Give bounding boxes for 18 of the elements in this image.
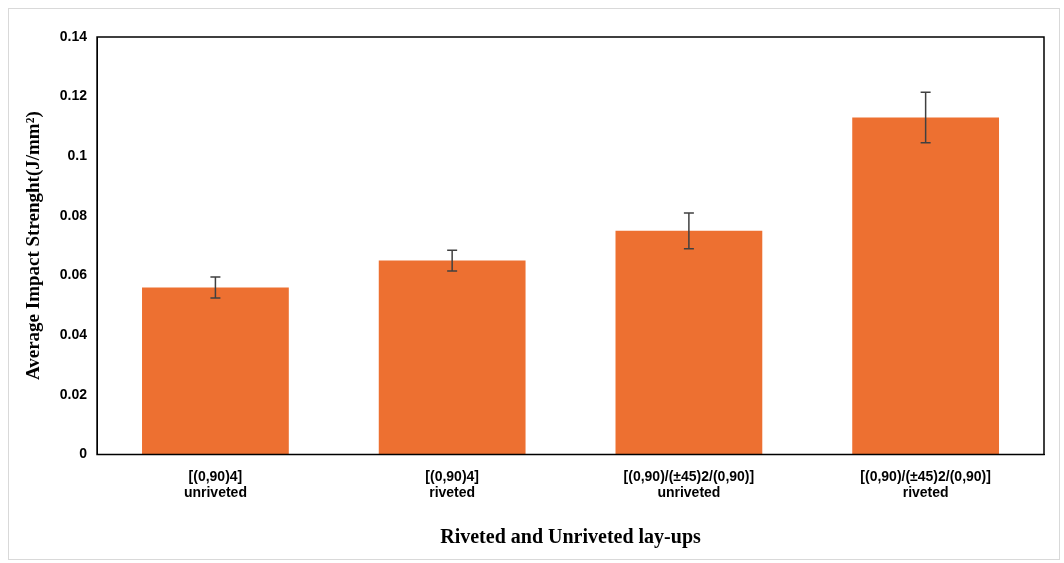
x-tick-label: [(0,90)/(±45)2/(0,90)] unriveted — [623, 467, 755, 501]
x-axis-title: Riveted and Unriveted lay-ups — [440, 525, 702, 549]
y-axis-title: Average Impact Strenght(J/mm²) — [22, 111, 45, 381]
y-tick-label: 0.04 — [59, 326, 88, 342]
bar — [142, 287, 289, 455]
y-tick-label: 0.02 — [59, 385, 88, 402]
y-tick-label: 0.08 — [59, 206, 88, 223]
y-tick-label: 0.14 — [59, 27, 88, 44]
y-tick-label: 0.1 — [67, 147, 88, 164]
bar — [378, 260, 526, 455]
y-tick-label: 0 — [79, 445, 88, 462]
bar — [852, 117, 1000, 455]
bar — [615, 230, 763, 455]
x-tick-label: [(0,90)4] riveted — [425, 467, 479, 501]
y-tick-label: 0.12 — [59, 87, 88, 104]
x-tick-label: [(0,90)4] unriveted — [183, 467, 247, 501]
x-tick-label: [(0,90)/(±45)2/(0,90)] riveted — [860, 467, 991, 501]
y-tick-label: 0.06 — [59, 266, 88, 283]
